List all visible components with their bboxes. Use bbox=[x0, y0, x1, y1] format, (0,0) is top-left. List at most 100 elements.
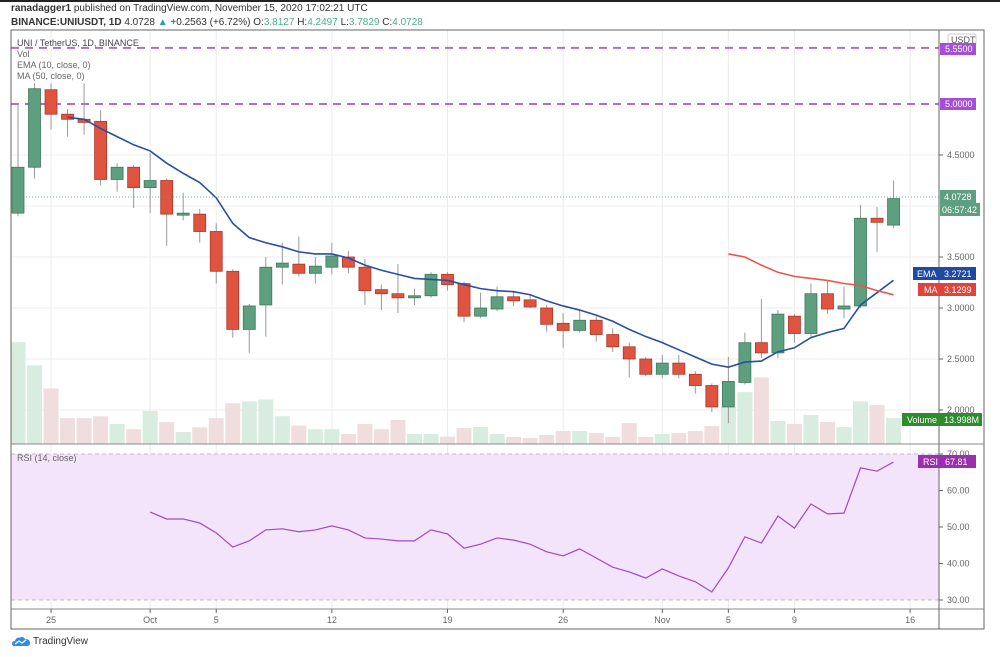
legend-title: UNI / TetherUS, 1D, BINANCE bbox=[17, 38, 139, 48]
symbol: BINANCE:UNIUSDT, 1D bbox=[11, 17, 122, 28]
author[interactable]: ranadagger1 bbox=[11, 3, 72, 14]
candle-body bbox=[226, 270, 240, 330]
ma-line bbox=[728, 253, 894, 296]
rsi-background bbox=[11, 454, 939, 600]
candle-body bbox=[110, 166, 124, 180]
tradingview-cloud-icon bbox=[12, 637, 30, 646]
candles bbox=[11, 83, 900, 424]
volume-bar bbox=[440, 436, 456, 444]
close-value: 4.0728 bbox=[392, 17, 423, 28]
rsi-tick-label: 70.00 bbox=[947, 449, 970, 459]
date-tick-label: 12 bbox=[327, 615, 337, 625]
volume-bar bbox=[43, 388, 59, 444]
date-tick-label: 19 bbox=[443, 615, 453, 625]
ma-tag: MA 3.1299 bbox=[918, 283, 976, 296]
candle-body bbox=[887, 198, 900, 226]
rsi-tick-label: 60.00 bbox=[947, 486, 970, 496]
ma-tag-label: MA bbox=[924, 285, 938, 295]
candle-body bbox=[457, 283, 471, 317]
high-value: 4.2497 bbox=[307, 17, 338, 28]
last-price-tag: 4.0728 bbox=[940, 190, 976, 203]
hline-tag-2-text: 5.0000 bbox=[945, 99, 973, 109]
candle-body bbox=[589, 319, 603, 335]
candle-body bbox=[193, 213, 207, 232]
candle-body bbox=[606, 334, 620, 348]
chart-frame bbox=[10, 29, 985, 630]
volume-bar bbox=[605, 436, 621, 444]
volume-bar bbox=[803, 414, 819, 444]
candle-body bbox=[622, 346, 636, 360]
tradingview-logo[interactable]: TradingView bbox=[12, 636, 88, 647]
up-arrow-icon: ▲ bbox=[157, 17, 168, 28]
price-tick-label: 3.5000 bbox=[947, 252, 975, 262]
high-label: H: bbox=[297, 17, 308, 28]
rsi-tick-label: 30.00 bbox=[947, 595, 970, 605]
volume-tag-label: Volume bbox=[907, 415, 937, 425]
countdown-tag: 06:57:42 bbox=[940, 203, 980, 216]
ema-tag-label: EMA bbox=[917, 269, 937, 279]
candle-body bbox=[341, 256, 355, 268]
candle-body bbox=[688, 373, 702, 386]
candle-body bbox=[94, 120, 107, 180]
date-tick-label: 5 bbox=[726, 615, 731, 625]
volume-bar bbox=[142, 411, 158, 444]
volume-bar bbox=[307, 429, 323, 444]
candle-body bbox=[143, 180, 157, 189]
candle-body bbox=[672, 362, 686, 375]
volume-bar bbox=[819, 421, 835, 444]
date-tick-label: Nov bbox=[654, 615, 671, 625]
volume-bar bbox=[654, 434, 670, 444]
date-axis[interactable]: 25 Oct 5 12 19 26 Nov 5 9 16 bbox=[46, 609, 915, 625]
last-price: 4.0728 bbox=[124, 17, 155, 28]
rsi-line bbox=[149, 461, 894, 593]
rsi-axis[interactable]: 70.00 60.00 50.00 40.00 30.00 bbox=[939, 449, 970, 605]
volume-bar bbox=[671, 433, 687, 444]
candle-body bbox=[424, 273, 438, 297]
candle-body bbox=[474, 307, 487, 317]
legend-rsi: RSI (14, close) bbox=[17, 453, 77, 463]
volume-bar bbox=[390, 419, 406, 444]
candle-body bbox=[573, 319, 587, 331]
legend-ema: EMA (10, close, 0) bbox=[17, 60, 91, 70]
volume-bar bbox=[687, 431, 703, 444]
hline-tag-2: 5.0000 bbox=[940, 98, 976, 110]
volume-bar bbox=[93, 416, 109, 444]
volume-bar bbox=[886, 418, 902, 444]
ema-tag: EMA 3.2721 bbox=[913, 267, 976, 280]
candle-body bbox=[292, 263, 306, 274]
volume-bar bbox=[109, 424, 125, 444]
volume-bar bbox=[473, 426, 489, 444]
volume-bar bbox=[836, 426, 852, 444]
volume-bar bbox=[456, 428, 472, 444]
volume-bar bbox=[76, 418, 92, 444]
volume-bar bbox=[572, 431, 588, 444]
volume-tag-value: 13.998M bbox=[944, 415, 979, 425]
volume-bar bbox=[126, 429, 142, 444]
volume-bar bbox=[324, 429, 340, 444]
tradingview-label: TradingView bbox=[33, 636, 89, 647]
volume-bar bbox=[225, 403, 241, 444]
currency-label: USDT bbox=[951, 35, 976, 45]
open-label: O: bbox=[253, 17, 264, 28]
candle-body bbox=[523, 299, 537, 308]
candle-body bbox=[755, 342, 768, 354]
volume-bar bbox=[853, 401, 869, 444]
volume-bars bbox=[10, 342, 902, 444]
price-tick-label: 3.0000 bbox=[947, 303, 975, 313]
volume-bar bbox=[720, 406, 736, 444]
date-tick-label: 16 bbox=[905, 615, 915, 625]
open-value: 3.8127 bbox=[263, 17, 295, 28]
candle-body bbox=[209, 231, 223, 272]
date-tick-label: 9 bbox=[792, 615, 797, 625]
price-axis[interactable]: 4.5000 3.5000 3.0000 2.5000 2.0000 bbox=[939, 150, 975, 415]
volume-bar bbox=[737, 392, 753, 444]
candle-body bbox=[375, 289, 388, 295]
candle-body bbox=[507, 296, 521, 302]
volume-bar bbox=[258, 399, 274, 444]
price-tick-label: 2.5000 bbox=[947, 354, 975, 364]
volume-bar bbox=[522, 438, 538, 444]
rsi-tag-label: RSI bbox=[923, 457, 938, 467]
volume-bar bbox=[406, 434, 422, 444]
candle-body bbox=[854, 217, 867, 307]
